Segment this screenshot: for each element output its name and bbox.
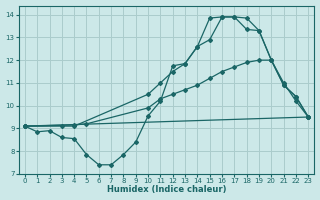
X-axis label: Humidex (Indice chaleur): Humidex (Indice chaleur) — [107, 185, 226, 194]
